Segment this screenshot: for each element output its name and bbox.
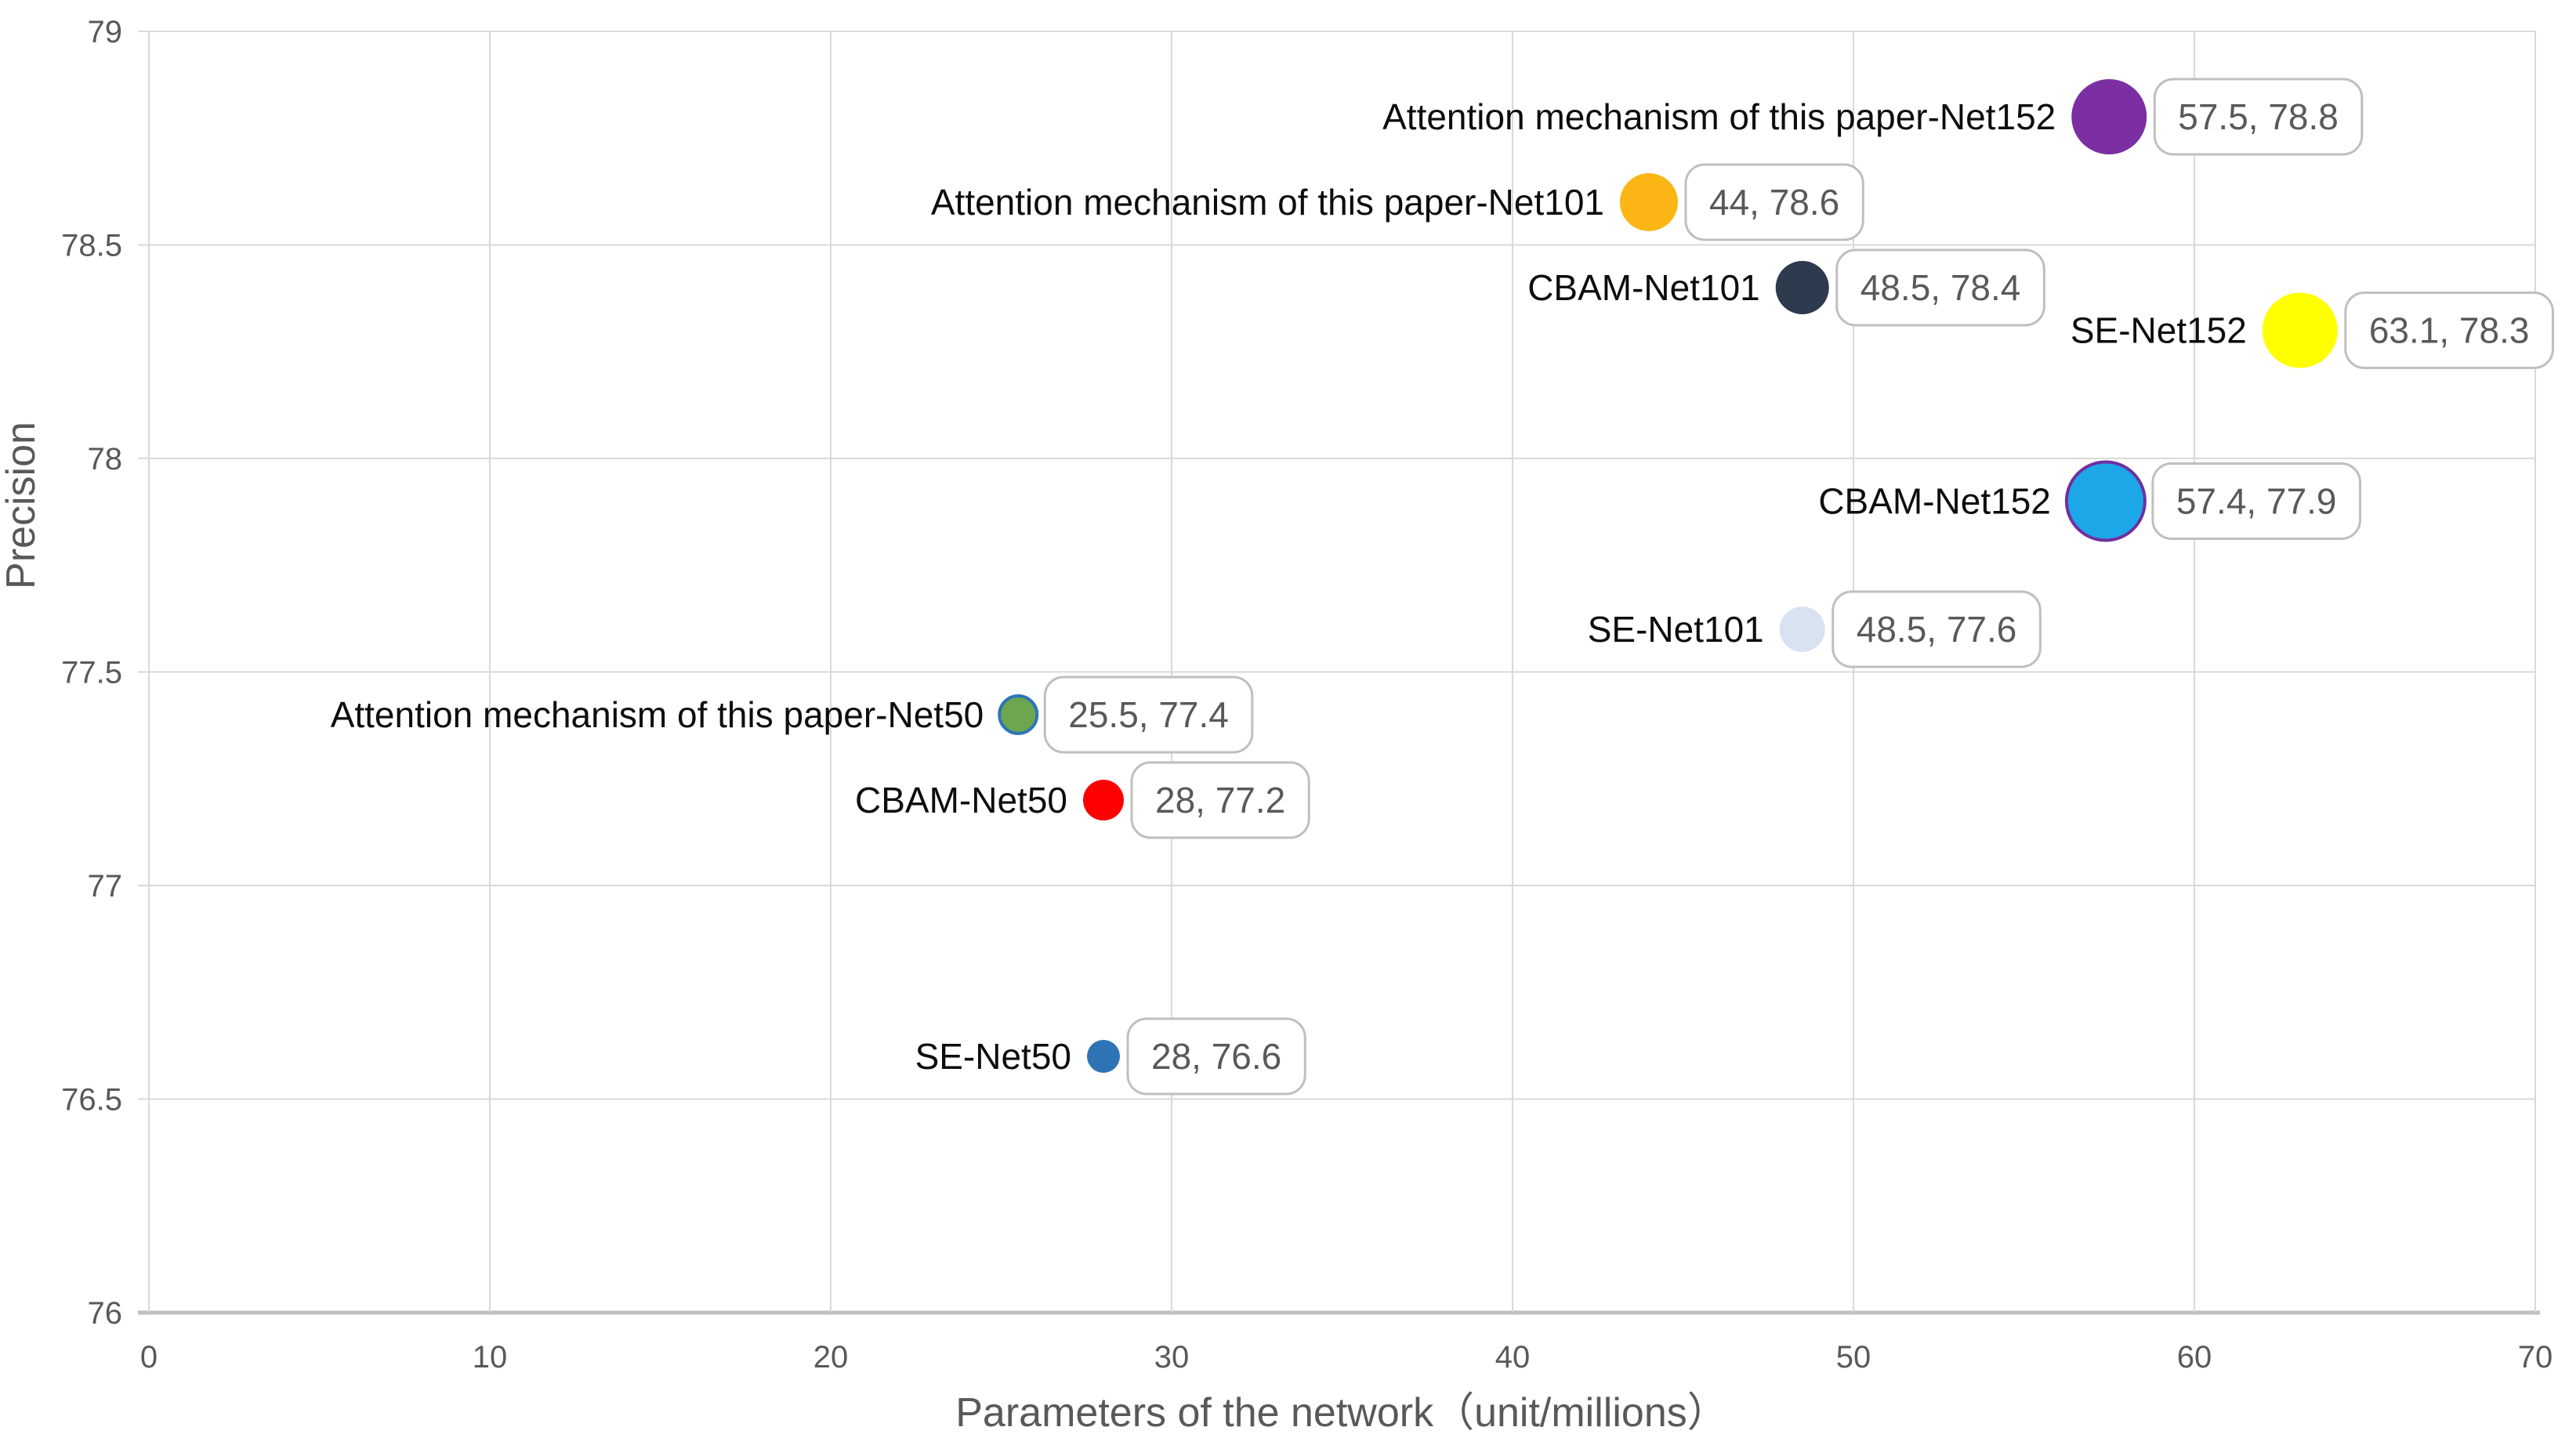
y-axis-title: Precision xyxy=(0,422,44,589)
data-point xyxy=(1083,780,1124,820)
data-point-group: Attention mechanism of this paper-Net50 2… xyxy=(331,675,1254,754)
data-point xyxy=(2071,79,2147,154)
x-tick-label: 60 xyxy=(2177,1340,2212,1375)
data-point-group: Attention mechanism of this paper-Net152… xyxy=(1382,78,2364,156)
point-value-label: 63.1, 78.3 xyxy=(2369,310,2530,351)
point-name-label: SE-Net152 xyxy=(2071,310,2247,351)
x-tick-label: 0 xyxy=(140,1340,158,1375)
point-name-label: Attention mechanism of this paper-Net101 xyxy=(931,182,1604,223)
point-name-label: SE-Net50 xyxy=(915,1036,1071,1077)
point-value-label: 57.5, 78.8 xyxy=(2178,96,2339,137)
x-tick-label: 20 xyxy=(813,1340,849,1375)
y-tick-label: 77.5 xyxy=(61,656,122,690)
data-point-group: CBAM-Net152 57.4, 77.9 xyxy=(1818,460,2362,542)
point-value-label: 48.5, 78.4 xyxy=(1860,267,2021,308)
x-tick-label: 70 xyxy=(2518,1340,2553,1375)
point-value-label: 57.4, 77.9 xyxy=(2176,481,2337,522)
data-point-group: CBAM-Net50 28, 77.2 xyxy=(855,761,1310,839)
x-axis-title: Parameters of the network（unit/millions） xyxy=(955,1390,1728,1436)
y-tick-label: 78 xyxy=(88,442,123,476)
value-callout-box xyxy=(1684,163,1864,241)
y-tick-label: 79 xyxy=(88,15,123,49)
data-point xyxy=(1775,261,1829,314)
x-tick-label: 50 xyxy=(1836,1340,1871,1375)
value-callout-box xyxy=(1831,590,2042,668)
point-name-label: CBAM-Net50 xyxy=(855,780,1067,820)
point-value-label: 25.5, 77.4 xyxy=(1068,694,1229,735)
data-point xyxy=(1779,607,1825,652)
data-point-group: Attention mechanism of this paper-Net101… xyxy=(931,163,1864,241)
points-layer: Attention mechanism of this paper-Net152… xyxy=(331,78,2554,1096)
data-point xyxy=(1087,1040,1120,1073)
x-tick-label: 40 xyxy=(1495,1340,1531,1375)
value-callout-box xyxy=(2151,462,2362,540)
point-name-label: CBAM-Net101 xyxy=(1527,267,1760,308)
data-point-group: SE-Net101 48.5, 77.6 xyxy=(1588,590,2042,668)
value-callout-box xyxy=(1126,1017,1306,1096)
y-tick-label: 78.5 xyxy=(61,229,122,263)
point-value-label: 28, 77.2 xyxy=(1155,780,1285,820)
point-name-label: CBAM-Net152 xyxy=(1818,481,2051,522)
grid-layer xyxy=(138,31,2540,1315)
value-callout-box xyxy=(1835,248,2045,327)
point-name-label: SE-Net101 xyxy=(1588,609,1764,650)
data-point-group: SE-Net152 63.1, 78.3 xyxy=(2071,292,2554,369)
value-callout-box xyxy=(1043,675,1254,754)
point-value-label: 48.5, 77.6 xyxy=(1857,609,2017,650)
y-tick-label: 77 xyxy=(88,869,123,904)
x-tick-label: 30 xyxy=(1154,1340,1190,1375)
point-name-label: Attention mechanism of this paper-Net152 xyxy=(1382,96,2056,137)
value-callout-box xyxy=(1130,761,1310,839)
x-tick-label: 10 xyxy=(473,1340,508,1375)
y-tick-label: 76.5 xyxy=(61,1083,122,1117)
point-value-label: 44, 78.6 xyxy=(1709,182,1839,223)
point-name-label: Attention mechanism of this paper-Net50 xyxy=(331,694,984,735)
tick-layer: 76 76.5 77 77.5 78 78.5 79 0 10 20 30 40 50 60 70 xyxy=(61,15,2552,1375)
value-callout-box xyxy=(2344,292,2554,369)
data-point-group: SE-Net50 28, 76.6 xyxy=(915,1017,1306,1096)
data-point xyxy=(2262,292,2338,368)
data-point-group: CBAM-Net101 48.5, 78.4 xyxy=(1527,248,2045,327)
data-point xyxy=(1620,173,1678,231)
data-point xyxy=(998,694,1039,735)
point-value-label: 28, 76.6 xyxy=(1151,1036,1281,1077)
y-tick-label: 76 xyxy=(88,1296,123,1331)
value-callout-box xyxy=(2153,78,2364,156)
data-point xyxy=(2064,460,2147,542)
